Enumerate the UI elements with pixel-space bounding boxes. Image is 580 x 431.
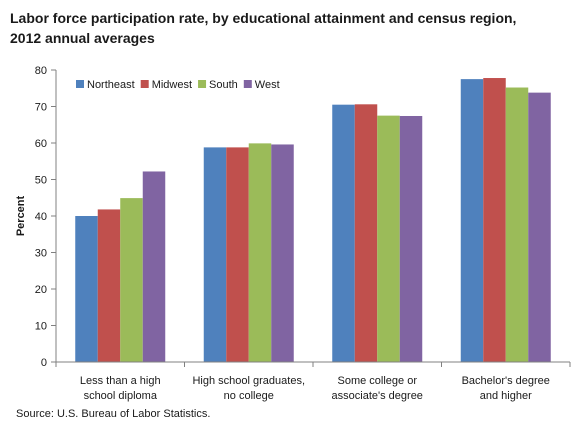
y-tick-label: 0 [41, 357, 47, 369]
chart-title: Labor force participation rate, by educa… [10, 8, 570, 48]
y-tick-label: 60 [35, 138, 47, 150]
x-category-label: school diploma [84, 390, 158, 402]
x-category-label: Some college or [338, 375, 418, 387]
y-axis-label: Percent [15, 195, 27, 236]
legend-label-west: West [255, 79, 280, 91]
chart-title-line-2: 2012 annual averages [10, 30, 155, 46]
bar-west-3 [528, 92, 551, 362]
source-note: Source: U.S. Bureau of Labor Statistics. [16, 408, 211, 420]
bar-northeast-3 [460, 79, 484, 362]
x-category-label: High school graduates, [192, 375, 305, 387]
bar-south-1 [248, 143, 272, 362]
bar-south-3 [505, 87, 529, 363]
bar-west-2 [399, 115, 423, 363]
y-tick-label: 20 [35, 284, 47, 296]
x-category-label: Less than a high [80, 375, 161, 387]
y-tick-label: 50 [35, 175, 47, 187]
bar-midwest-2 [354, 104, 378, 362]
chart-title-line-1: Labor force participation rate, by educa… [10, 10, 517, 26]
bar-midwest-1 [226, 147, 249, 362]
bar-west-1 [271, 144, 294, 362]
legend-label-south: South [209, 79, 238, 91]
x-category-label: and higher [480, 390, 532, 402]
x-category-label: no college [224, 390, 274, 402]
bar-northeast-2 [332, 104, 355, 363]
legend-label-northeast: Northeast [87, 79, 135, 91]
bar-south-0 [120, 198, 143, 362]
y-tick-label: 30 [35, 248, 47, 260]
bar-northeast-0 [75, 216, 98, 362]
bar-northeast-1 [203, 147, 227, 362]
legend-swatch-northeast [76, 80, 84, 88]
bar-south-2 [377, 115, 400, 362]
legend-swatch-midwest [140, 80, 149, 88]
y-tick-label: 80 [35, 65, 47, 77]
bar-midwest-0 [97, 209, 121, 362]
y-tick-label: 10 [35, 321, 47, 333]
x-category-label: associate's degree [332, 390, 423, 402]
bar-midwest-3 [483, 78, 506, 362]
legend-label-midwest: Midwest [152, 79, 192, 91]
x-category-label: Bachelor's degree [462, 375, 550, 387]
bar-west-0 [142, 171, 166, 362]
legend-swatch-south [198, 80, 207, 88]
y-tick-label: 40 [35, 211, 47, 223]
legend-swatch-west [243, 80, 252, 88]
y-tick-label: 70 [35, 102, 47, 114]
